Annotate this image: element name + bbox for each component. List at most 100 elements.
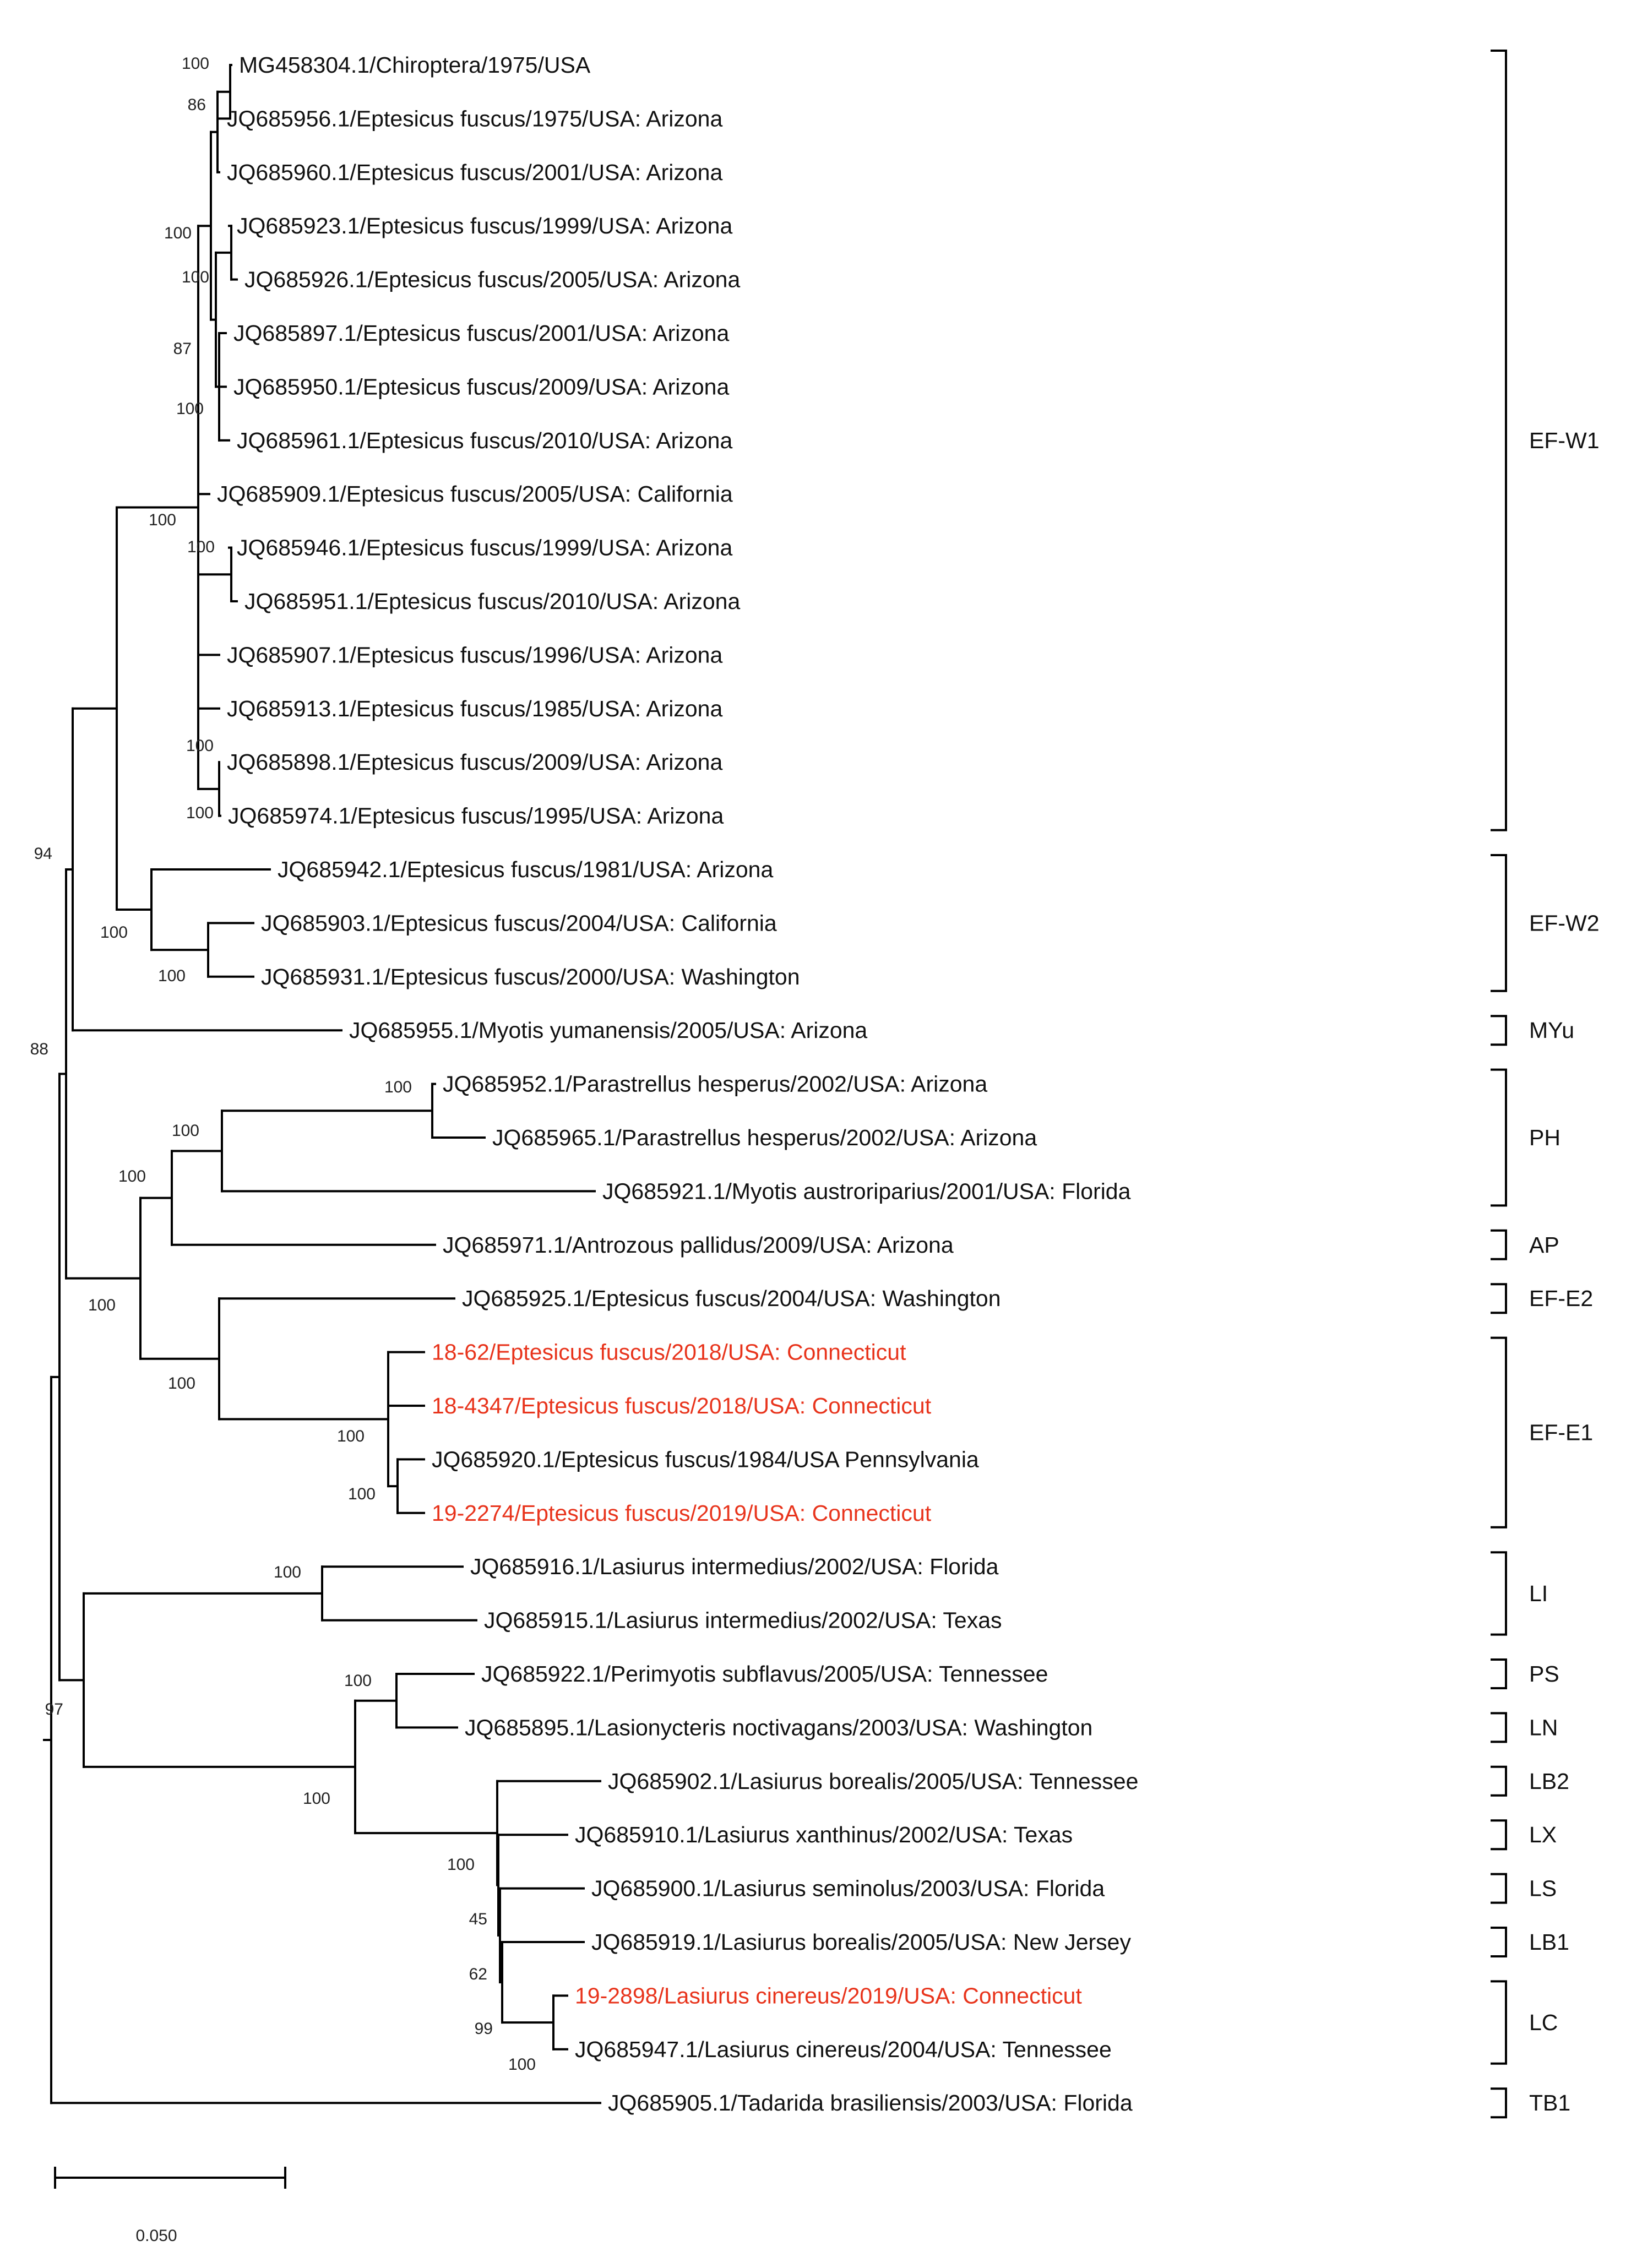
leaf-label: JQ685926.1/Eptesicus fuscus/2005/USA: Ar… <box>244 267 740 292</box>
bootstrap-value: 94 <box>34 845 52 863</box>
bootstrap-value: 87 <box>173 340 192 358</box>
leaf-label: JQ685903.1/Eptesicus fuscus/2004/USA: Ca… <box>261 910 777 936</box>
leaf-label: JQ685947.1/Lasiurus cinereus/2004/USA: T… <box>575 2037 1112 2062</box>
leaf-label: JQ685905.1/Tadarida brasiliensis/2003/US… <box>608 2090 1133 2115</box>
clade-label: LS <box>1529 1876 1557 1901</box>
clade-bracket <box>1491 50 1507 831</box>
bootstrap-value: 100 <box>182 268 209 286</box>
leaf-label: JQ685907.1/Eptesicus fuscus/1996/USA: Ar… <box>227 642 722 667</box>
leaf-label-highlighted: 18-4347/Eptesicus fuscus/2018/USA: Conne… <box>432 1393 932 1418</box>
leaf-label: JQ685942.1/Eptesicus fuscus/1981/USA: Ar… <box>278 857 773 882</box>
clade-bracket <box>1491 1658 1507 1689</box>
leaf-label: JQ685909.1/Eptesicus fuscus/2005/USA: Ca… <box>217 481 733 507</box>
bootstrap-value: 62 <box>469 1965 487 1983</box>
leaf-label: JQ685897.1/Eptesicus fuscus/2001/USA: Ar… <box>233 320 729 346</box>
bootstrap-value: 100 <box>447 1856 475 1874</box>
leaf-label: JQ685919.1/Lasiurus borealis/2005/USA: N… <box>591 1929 1131 1955</box>
leaf-label: JQ685971.1/Antrozous pallidus/2009/USA: … <box>443 1232 954 1258</box>
bootstrap-value: 100 <box>384 1078 412 1096</box>
leaf-label-highlighted: 19-2274/Eptesicus fuscus/2019/USA: Conne… <box>432 1500 932 1526</box>
clade-label: LC <box>1529 2010 1558 2035</box>
leaf-label: JQ685961.1/Eptesicus fuscus/2010/USA: Ar… <box>237 428 732 453</box>
leaf-label-highlighted: 18-62/Eptesicus fuscus/2018/USA: Connect… <box>432 1340 906 1365</box>
clade-bracket <box>1491 854 1507 992</box>
leaf-label: JQ685915.1/Lasiurus intermedius/2002/USA… <box>484 1608 1002 1633</box>
leaf-label: JQ685931.1/Eptesicus fuscus/2000/USA: Wa… <box>261 964 800 989</box>
leaf-label: JQ685952.1/Parastrellus hesperus/2002/US… <box>443 1072 987 1097</box>
clade-label: EF-E2 <box>1529 1286 1593 1311</box>
clade-label: TB1 <box>1529 2090 1570 2115</box>
bootstrap-value: 100 <box>182 55 209 73</box>
bootstrap-values: 100 86 100 100 87 100 100 100 100 100 94 100 100 88 10… <box>30 55 536 2074</box>
leaf-label: JQ685951.1/Eptesicus fuscus/2010/USA: Ar… <box>244 589 740 614</box>
clade-label: LB1 <box>1529 1929 1569 1955</box>
leaf-label: JQ685922.1/Perimyotis subflavus/2005/USA… <box>481 1661 1048 1687</box>
clade-bracket <box>1491 1336 1507 1529</box>
leaf-label: JQ685900.1/Lasiurus seminolus/2003/USA: … <box>591 1876 1105 1901</box>
bootstrap-value: 100 <box>172 1122 199 1140</box>
clade-bracket <box>1491 1283 1507 1314</box>
bootstrap-value: 100 <box>149 511 176 529</box>
leaf-label: JQ685895.1/Lasionycteris noctivagans/200… <box>465 1715 1092 1740</box>
bootstrap-value: 100 <box>344 1672 372 1690</box>
clade-bracket <box>1491 1980 1507 2065</box>
leaf-label: JQ685965.1/Parastrellus hesperus/2002/US… <box>492 1125 1037 1150</box>
clade-label: EF-W1 <box>1529 428 1600 453</box>
leaf-labels: MG458304.1/Chiroptera/1975/USA JQ685956.1… <box>217 52 1138 2115</box>
clade-bracket <box>1491 1873 1507 1904</box>
clade-bracket <box>1491 1229 1507 1260</box>
leaf-label: JQ685920.1/Eptesicus fuscus/1984/USA Pen… <box>432 1446 979 1472</box>
bootstrap-value: 100 <box>118 1167 146 1185</box>
clade-label: MYu <box>1529 1018 1574 1043</box>
bootstrap-value: 100 <box>337 1427 365 1445</box>
clade-annotations: EF-W1 EF-W2 MYu PH AP EF-E2 EF-E1 LI PS LN LB2 LX LS… <box>1491 50 1600 2119</box>
leaf-label: JQ685923.1/Eptesicus fuscus/1999/USA: Ar… <box>237 213 732 238</box>
leaf-label: JQ685955.1/Myotis yumanensis/2005/USA: A… <box>349 1018 867 1043</box>
leaf-label: JQ685946.1/Eptesicus fuscus/1999/USA: Ar… <box>237 535 732 561</box>
clade-bracket <box>1491 1819 1507 1851</box>
bootstrap-value: 100 <box>164 224 192 242</box>
clade-label: LX <box>1529 1822 1557 1847</box>
clade-bracket <box>1491 1068 1507 1207</box>
leaf-label: JQ685898.1/Eptesicus fuscus/2009/USA: Ar… <box>227 749 722 775</box>
leaf-label: JQ685950.1/Eptesicus fuscus/2009/USA: Ar… <box>233 374 729 399</box>
clade-label: EF-W2 <box>1529 910 1600 936</box>
leaf-label: JQ685974.1/Eptesicus fuscus/1995/USA: Ar… <box>228 803 724 829</box>
clade-label: AP <box>1529 1232 1559 1258</box>
tree-branches <box>43 64 601 2104</box>
bootstrap-value: 100 <box>168 1374 195 1393</box>
bootstrap-value: 100 <box>186 804 214 822</box>
bootstrap-value: 100 <box>100 923 128 942</box>
clade-label: LI <box>1529 1581 1548 1606</box>
leaf-label: JQ685913.1/Eptesicus fuscus/1985/USA: Ar… <box>227 696 722 721</box>
bootstrap-value: 99 <box>475 2020 493 2038</box>
scale-bar-label: 0.050 <box>135 2227 177 2245</box>
bootstrap-value: 100 <box>187 538 215 556</box>
bootstrap-value: 45 <box>469 1910 487 1928</box>
clade-bracket <box>1491 1765 1507 1797</box>
leaf-label: JQ685902.1/Lasiurus borealis/2005/USA: T… <box>608 1769 1138 1794</box>
bootstrap-value: 100 <box>176 400 204 418</box>
bootstrap-value: 88 <box>30 1040 48 1058</box>
clade-bracket <box>1491 1712 1507 1743</box>
clade-bracket <box>1491 2087 1507 2119</box>
bootstrap-value: 100 <box>88 1296 116 1314</box>
clade-label: LB2 <box>1529 1769 1569 1794</box>
leaf-label: JQ685925.1/Eptesicus fuscus/2004/USA: Wa… <box>462 1286 1001 1311</box>
bootstrap-value: 100 <box>274 1563 301 1581</box>
leaf-label: JQ685921.1/Myotis austroriparius/2001/US… <box>602 1178 1131 1204</box>
clade-label: LN <box>1529 1715 1558 1740</box>
leaf-label: JQ685956.1/Eptesicus fuscus/1975/USA: Ar… <box>227 106 722 131</box>
bootstrap-value: 100 <box>158 967 186 985</box>
leaf-label: JQ685910.1/Lasiurus xanthinus/2002/USA: … <box>575 1822 1073 1847</box>
clade-bracket <box>1491 1551 1507 1636</box>
clade-bracket <box>1491 1015 1507 1046</box>
leaf-label: MG458304.1/Chiroptera/1975/USA <box>239 52 591 78</box>
leaf-label: JQ685916.1/Lasiurus intermedius/2002/USA… <box>470 1554 999 1579</box>
bootstrap-value: 97 <box>45 1700 63 1718</box>
clade-label: PH <box>1529 1125 1561 1150</box>
scale-bar: 0.050 <box>54 2167 286 2245</box>
clade-label: PS <box>1529 1661 1559 1687</box>
clade-bracket <box>1491 1927 1507 1957</box>
clade-label: EF-E1 <box>1529 1420 1593 1445</box>
